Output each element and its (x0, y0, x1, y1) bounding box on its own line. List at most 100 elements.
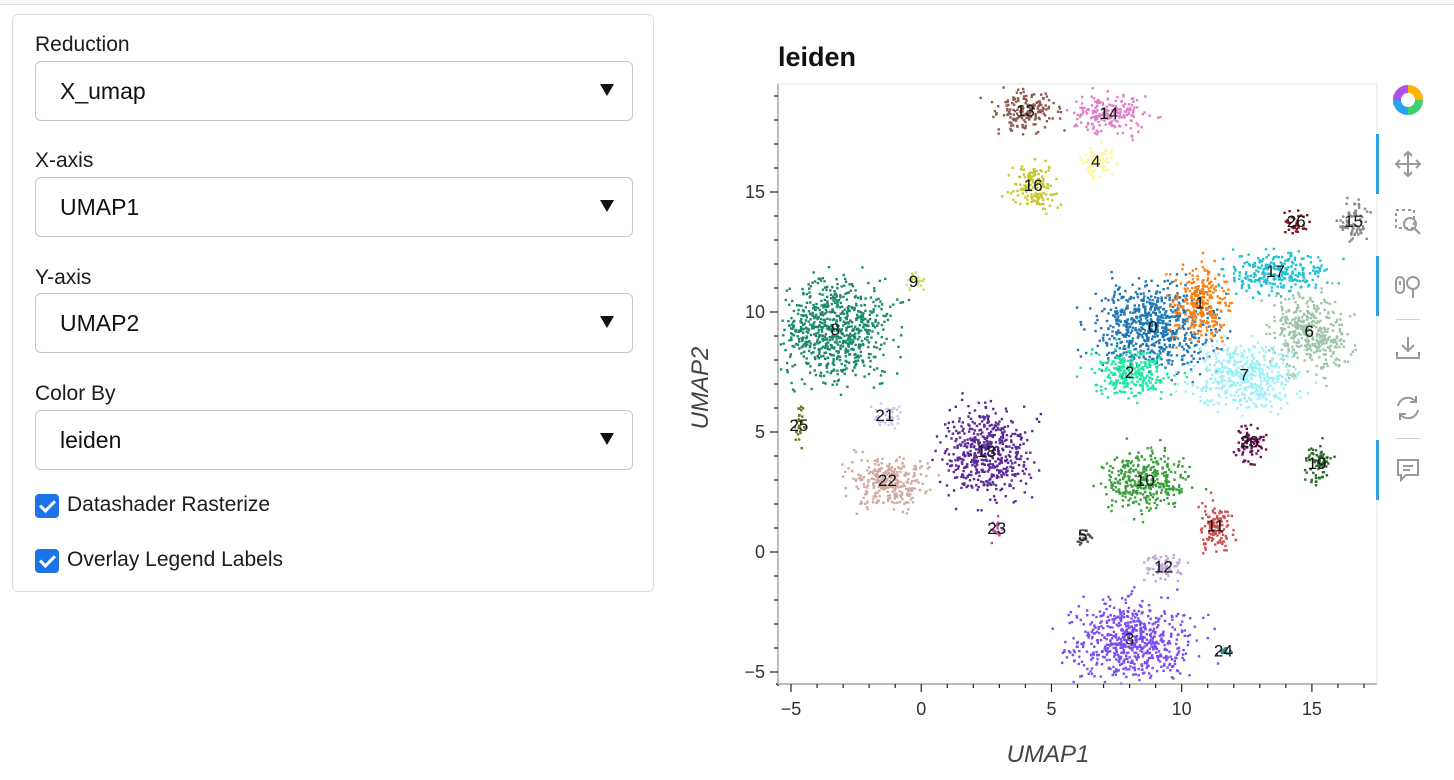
cluster-7 (1175, 334, 1317, 417)
cluster-26 (1283, 209, 1311, 235)
cluster-label-25: 25 (789, 416, 808, 435)
x-axis-select[interactable]: UMAP1 (35, 177, 633, 237)
cluster-11 (1197, 491, 1238, 555)
cluster-24 (1215, 646, 1233, 657)
cluster-label-16: 16 (1024, 176, 1043, 195)
toolbar-divider (1396, 319, 1420, 320)
plot-frame (777, 83, 1378, 685)
cluster-6 (1260, 278, 1357, 388)
cluster-label-23: 23 (987, 519, 1006, 538)
cluster-label-4: 4 (1091, 152, 1100, 171)
cluster-label-13: 13 (1016, 101, 1035, 120)
color-by-select[interactable]: leiden (35, 410, 633, 470)
cluster-label-14: 14 (1099, 104, 1118, 123)
cluster-label-10: 10 (1136, 471, 1155, 490)
reduction-label: Reduction (35, 33, 130, 56)
y-tick-label: 10 (745, 302, 765, 322)
cluster-4 (1079, 141, 1119, 181)
cluster-label-21: 21 (875, 406, 894, 425)
cluster-label-19: 19 (1308, 454, 1327, 473)
rasterize-checkbox[interactable] (35, 494, 59, 518)
chart-title: leiden (778, 42, 856, 72)
y-tick-label: 15 (745, 182, 765, 202)
cluster-9 (905, 271, 926, 291)
x-tick-label: −5 (781, 699, 802, 719)
chevron-down-icon (600, 433, 614, 445)
toolbar-divider (1396, 438, 1420, 439)
cluster-label-11: 11 (1207, 517, 1225, 536)
reset-icon[interactable] (1390, 390, 1426, 426)
cluster-13 (979, 86, 1066, 136)
color-by-label: Color By (35, 382, 116, 405)
x-axis-label: X-axis (35, 149, 94, 172)
y-tick-label: −5 (744, 662, 765, 682)
active-marker (1376, 440, 1379, 500)
hover-icon[interactable] (1390, 452, 1426, 488)
x-tick-label: 15 (1302, 699, 1322, 719)
y-tick-label: 0 (755, 542, 765, 562)
cluster-5 (1076, 529, 1094, 546)
cluster-20 (1232, 423, 1268, 466)
plot-toolbar (1376, 80, 1436, 520)
cluster-17 (1217, 247, 1345, 299)
chevron-down-icon (600, 84, 614, 96)
y-axis-title: UMAP2 (687, 347, 714, 430)
cluster-10 (1092, 437, 1208, 524)
cluster-label-22: 22 (878, 471, 897, 490)
active-marker (1376, 134, 1379, 194)
cluster-label-6: 6 (1305, 322, 1314, 341)
cluster-21 (869, 402, 902, 430)
y-axis-label: Y-axis (35, 266, 92, 289)
cluster-label-12: 12 (1154, 557, 1173, 576)
reduction-value: X_umap (60, 78, 146, 104)
controls-panel: Reduction X_umap X-axis UMAP1 Y-axis UMA… (12, 14, 654, 592)
cluster-label-0: 0 (1148, 317, 1157, 336)
cluster-19 (1303, 437, 1336, 487)
cluster-label-1: 1 (1195, 293, 1204, 312)
cluster-label-2: 2 (1125, 363, 1134, 382)
cluster-label-3: 3 (1125, 629, 1134, 648)
clusters-layer (779, 86, 1372, 686)
cluster-label-15: 15 (1344, 212, 1363, 231)
cluster-3 (1051, 586, 1220, 686)
rasterize-label: Datashader Rasterize (67, 493, 271, 516)
pan-icon[interactable] (1390, 146, 1426, 182)
cluster-label-18: 18 (977, 442, 996, 461)
chevron-down-icon (600, 200, 614, 212)
cluster-15 (1335, 196, 1372, 243)
cluster-label-9: 9 (909, 272, 918, 291)
cluster-16 (1000, 158, 1063, 215)
cluster-1 (1165, 251, 1233, 351)
cluster-label-20: 20 (1240, 433, 1259, 452)
y-tick-label: 5 (755, 422, 765, 442)
save-icon[interactable] (1390, 330, 1426, 366)
cluster-8 (779, 266, 911, 396)
reduction-select[interactable]: X_umap (35, 61, 633, 121)
cluster-label-26: 26 (1287, 212, 1306, 231)
x-tick-label: 10 (1172, 699, 1192, 719)
x-axis-title: UMAP1 (1007, 741, 1090, 768)
cluster-label-8: 8 (831, 320, 840, 339)
cluster-label-7: 7 (1239, 365, 1248, 384)
x-tick-label: 5 (1046, 699, 1056, 719)
wheel-zoom-icon[interactable] (1390, 268, 1426, 304)
color-by-value: leiden (60, 427, 122, 453)
x-axis-value: UMAP1 (60, 194, 140, 220)
active-marker (1376, 256, 1379, 316)
cluster-label-17: 17 (1266, 262, 1285, 281)
box-zoom-icon[interactable] (1390, 204, 1426, 240)
y-axis-select[interactable]: UMAP2 (35, 293, 633, 353)
cluster-22 (841, 448, 940, 515)
overlay-checkbox[interactable] (35, 549, 59, 573)
cluster-23 (990, 514, 1004, 545)
cluster-18 (931, 392, 1043, 512)
cluster-label-24: 24 (1214, 641, 1233, 660)
x-tick-label: 0 (916, 699, 926, 719)
chevron-down-icon (600, 316, 614, 328)
top-border (0, 0, 1454, 5)
bokeh-logo-icon[interactable] (1390, 82, 1426, 118)
cluster-14 (1066, 87, 1162, 142)
